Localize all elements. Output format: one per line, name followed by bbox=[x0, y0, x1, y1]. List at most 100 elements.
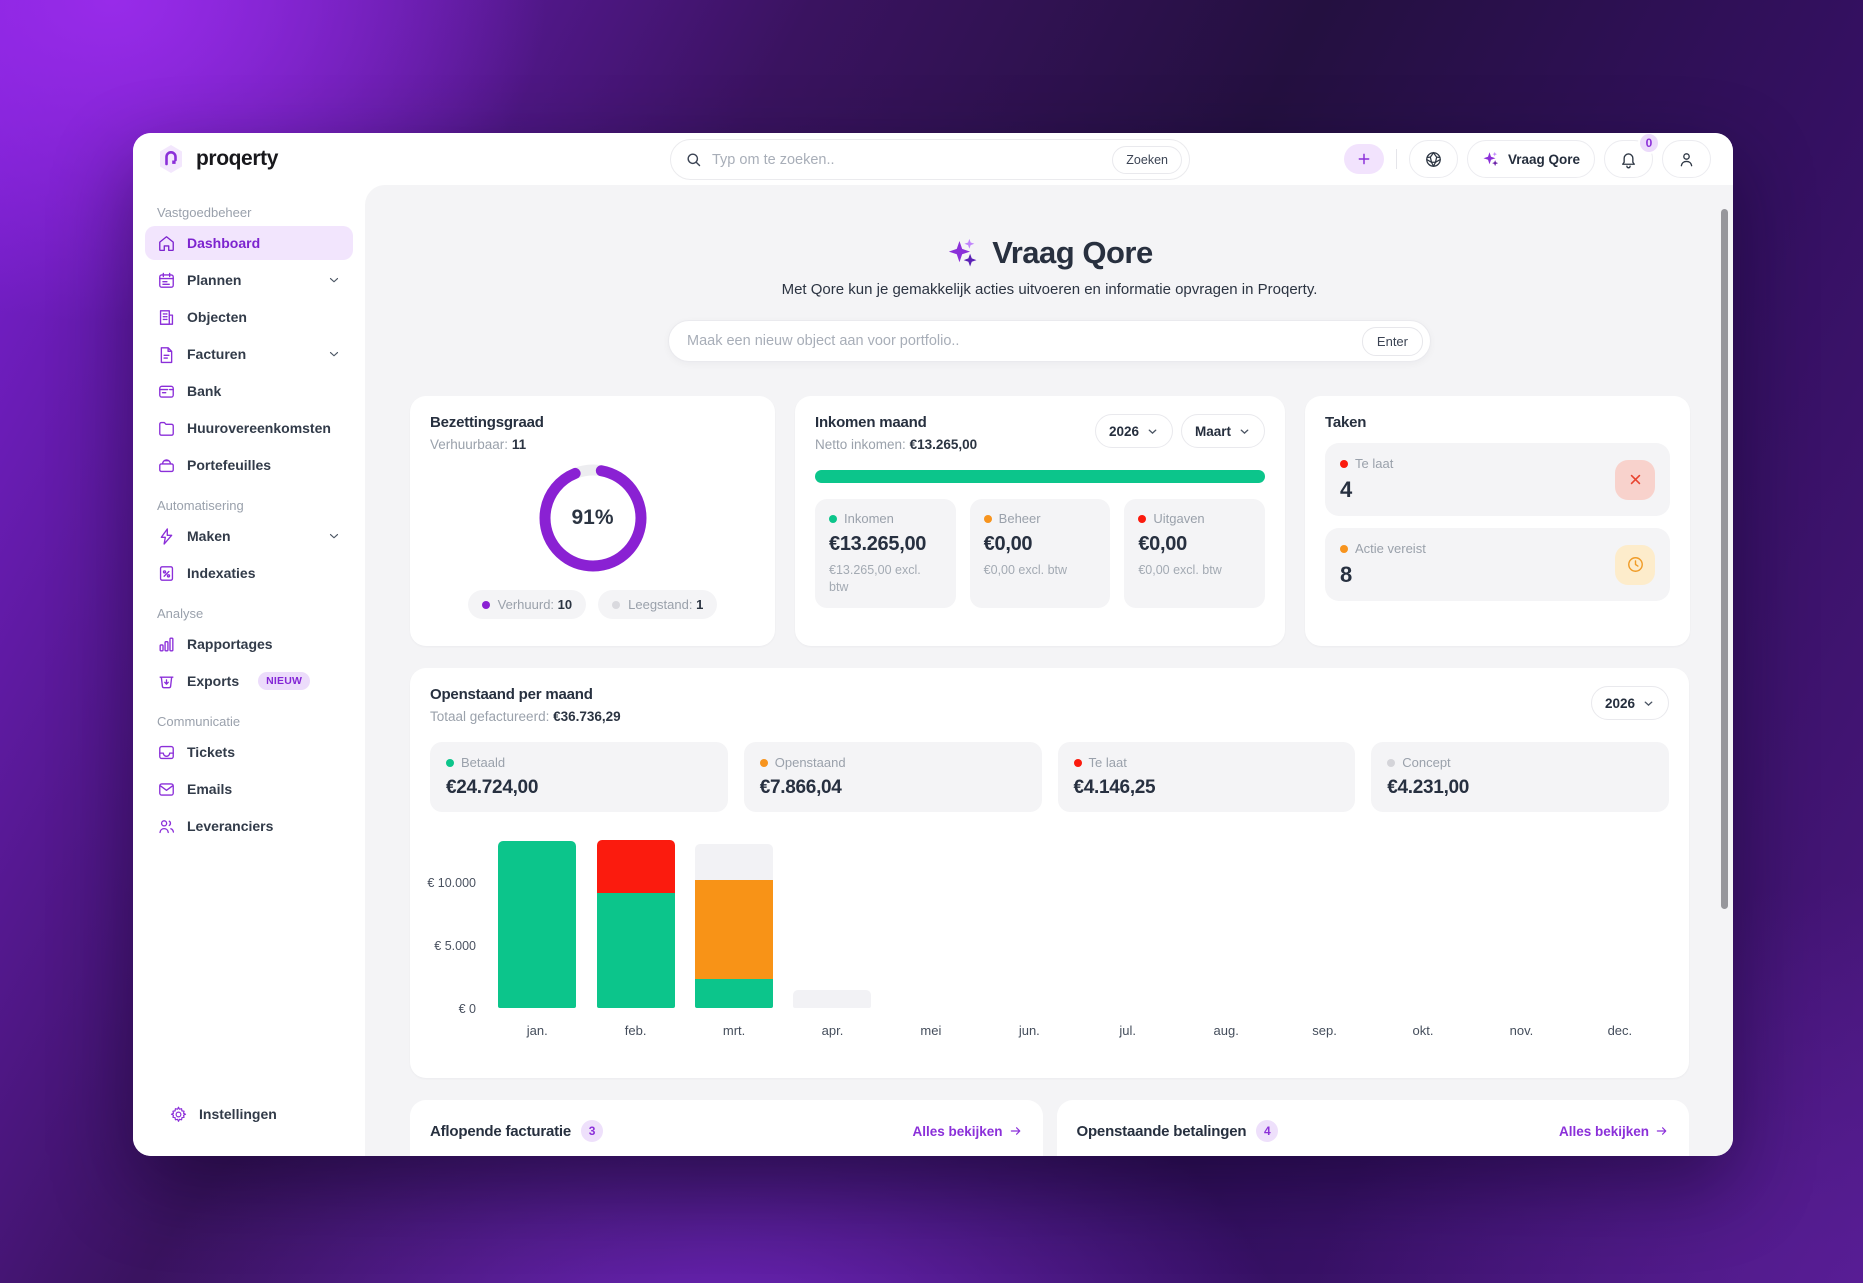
qore-enter-button[interactable]: Enter bbox=[1361, 326, 1423, 356]
app-window: proqerty Zoeken bbox=[133, 133, 1733, 1156]
home-icon bbox=[156, 233, 176, 253]
income-year-dropdown[interactable]: 2026 bbox=[1094, 414, 1173, 448]
status-dot bbox=[829, 514, 837, 523]
bar-stack[interactable] bbox=[596, 840, 675, 1008]
count-badge: 4 bbox=[1256, 1120, 1279, 1142]
search-input[interactable] bbox=[702, 151, 1113, 168]
see-all-link[interactable]: Alles bekijken bbox=[1559, 1124, 1669, 1139]
chart-column-mrt- bbox=[685, 838, 783, 1008]
outstanding-year-dropdown[interactable]: 2026 bbox=[1590, 686, 1669, 720]
qore-hero: Vraag Qore Met Qore kun je gemakkelijk a… bbox=[410, 235, 1689, 362]
outstanding-title: Openstaand per maand bbox=[430, 686, 593, 703]
income-stat-beheer: Beheer €0,00 €0,00 excl. btw bbox=[969, 499, 1111, 608]
app-logo[interactable]: proqerty bbox=[133, 143, 365, 175]
bank-icon bbox=[156, 381, 176, 401]
task-row-te-laat[interactable]: Te laat 4 bbox=[1325, 443, 1670, 516]
arrow-right-icon bbox=[1009, 1124, 1023, 1138]
x-axis-label: apr. bbox=[821, 1023, 844, 1038]
card-openstaande-betalingen: Openstaande betalingen 4 Alles bekijken bbox=[1056, 1100, 1689, 1156]
sidebar-item-leveranciers[interactable]: Leveranciers bbox=[145, 809, 353, 843]
sidebar-section-label: Vastgoedbeheer bbox=[157, 205, 252, 220]
topbar-actions: Vraag Qore 0 bbox=[1343, 133, 1733, 178]
arrow-right-icon bbox=[1655, 1124, 1669, 1138]
globe-button[interactable] bbox=[1408, 140, 1458, 178]
sidebar-item-label: Dashboard bbox=[187, 235, 261, 251]
sidebar-item-dashboard[interactable]: Dashboard bbox=[145, 226, 353, 260]
see-all-link[interactable]: Alles bekijken bbox=[912, 1124, 1022, 1139]
outstanding-card: Openstaand per maand Totaal gefactureerd… bbox=[410, 668, 1689, 1078]
x-axis-label: aug. bbox=[1213, 1023, 1239, 1038]
sidebar-item-huurovereenkomsten[interactable]: Huurovereenkomsten bbox=[145, 411, 353, 445]
sidebar-item-label: Huurovereenkomsten bbox=[187, 420, 331, 436]
add-button[interactable] bbox=[1343, 144, 1384, 174]
globe-icon bbox=[1424, 150, 1443, 169]
outstanding-stats: Betaald €24.724,00 Openstaand €7.866,04 Te… bbox=[430, 742, 1669, 812]
x-axis-label: jul. bbox=[1119, 1023, 1137, 1038]
bar-segment-betaald bbox=[596, 892, 675, 1008]
sidebar-item-label: Plannen bbox=[187, 272, 242, 288]
status-dot bbox=[1073, 758, 1082, 767]
sidebar-item-label: Exports bbox=[187, 673, 240, 689]
sidebar-item-indexaties[interactable]: Indexaties bbox=[145, 556, 353, 590]
chevron-down-icon bbox=[1146, 425, 1159, 438]
sidebar-item-rapportages[interactable]: Rapportages bbox=[145, 627, 353, 661]
qore-prompt-bar[interactable]: Enter bbox=[668, 320, 1431, 362]
legend-dot bbox=[481, 600, 490, 609]
person-icon bbox=[1677, 150, 1696, 169]
ask-qore-label: Vraag Qore bbox=[1507, 151, 1580, 167]
status-dot bbox=[446, 758, 454, 767]
sidebar-item-emails[interactable]: Emails bbox=[145, 772, 353, 806]
sidebar-item-objecten[interactable]: Objecten bbox=[145, 300, 353, 334]
sidebar-item-label: Bank bbox=[187, 383, 222, 399]
proqerty-logo-icon bbox=[155, 143, 187, 175]
sidebar-item-portefeuilles[interactable]: Portefeuilles bbox=[145, 448, 353, 482]
sidebar-item-exports[interactable]: Exports NIEUW bbox=[145, 664, 353, 698]
occupancy-legend: Verhuurd: 10 Leegstand: 1 bbox=[430, 590, 755, 619]
scrollbar-thumb[interactable] bbox=[1721, 209, 1728, 909]
bar-stack[interactable] bbox=[498, 840, 577, 1008]
sidebar-item-label: Instellingen bbox=[199, 1106, 277, 1122]
ask-qore-button[interactable]: Vraag Qore bbox=[1466, 140, 1595, 178]
task-row-actie-vereist[interactable]: Actie vereist 8 bbox=[1325, 528, 1670, 601]
income-month-dropdown[interactable]: Maart bbox=[1180, 414, 1265, 448]
sidebar-item-label: Emails bbox=[187, 781, 233, 797]
status-dot bbox=[1340, 459, 1348, 468]
qore-prompt-input[interactable] bbox=[687, 333, 1362, 349]
notification-badge: 0 bbox=[1638, 133, 1660, 154]
sidebar-item-tickets[interactable]: Tickets bbox=[145, 735, 353, 769]
sidebar-item-plannen[interactable]: Plannen bbox=[145, 263, 353, 297]
bar-stack[interactable] bbox=[793, 990, 872, 1008]
chart-column-apr- bbox=[783, 838, 881, 1008]
notifications-button[interactable] bbox=[1604, 140, 1653, 178]
divider bbox=[1395, 149, 1397, 169]
outstanding-subtitle: Totaal gefactureerd: €36.736,29 bbox=[430, 709, 621, 724]
status-dot bbox=[1138, 514, 1147, 523]
income-progress-bar bbox=[815, 470, 1265, 483]
chart-column-sep- bbox=[1275, 838, 1373, 1008]
topbar: proqerty Zoeken bbox=[133, 133, 1733, 185]
x-axis-label: jun. bbox=[1018, 1023, 1040, 1038]
sidebar-item-label: Indexaties bbox=[187, 565, 256, 581]
y-axis-tick: € 5.000 bbox=[434, 939, 476, 954]
x-axis-label: jan. bbox=[526, 1023, 548, 1038]
bar-segment-te-laat bbox=[596, 840, 675, 893]
users-icon bbox=[156, 816, 176, 836]
sidebar-item-facturen[interactable]: Facturen bbox=[145, 337, 353, 371]
sidebar-item-label: Rapportages bbox=[187, 636, 273, 652]
sidebar-section-label: Analyse bbox=[157, 606, 204, 621]
sidebar-item-instellingen[interactable]: Instellingen bbox=[157, 1097, 341, 1131]
global-search[interactable]: Zoeken bbox=[670, 139, 1190, 180]
tasks-card: Taken Te laat 4 Actie vereist 8 bbox=[1305, 396, 1690, 646]
inbox-icon bbox=[156, 742, 176, 762]
search-submit-button[interactable]: Zoeken bbox=[1112, 145, 1182, 174]
sidebar-item-maken[interactable]: Maken bbox=[145, 519, 353, 553]
sidebar-item-label: Objecten bbox=[187, 309, 247, 325]
plus-icon bbox=[1356, 151, 1372, 167]
profile-button[interactable] bbox=[1662, 140, 1711, 178]
chart-column-jun- bbox=[980, 838, 1078, 1008]
x-axis-label: feb. bbox=[624, 1023, 647, 1038]
sidebar-item-bank[interactable]: Bank bbox=[145, 374, 353, 408]
occupancy-subtitle: Verhuurbaar: 11 bbox=[430, 437, 527, 452]
bar-stack[interactable] bbox=[695, 844, 774, 1008]
card-title: Aflopende facturatie bbox=[430, 1122, 572, 1140]
